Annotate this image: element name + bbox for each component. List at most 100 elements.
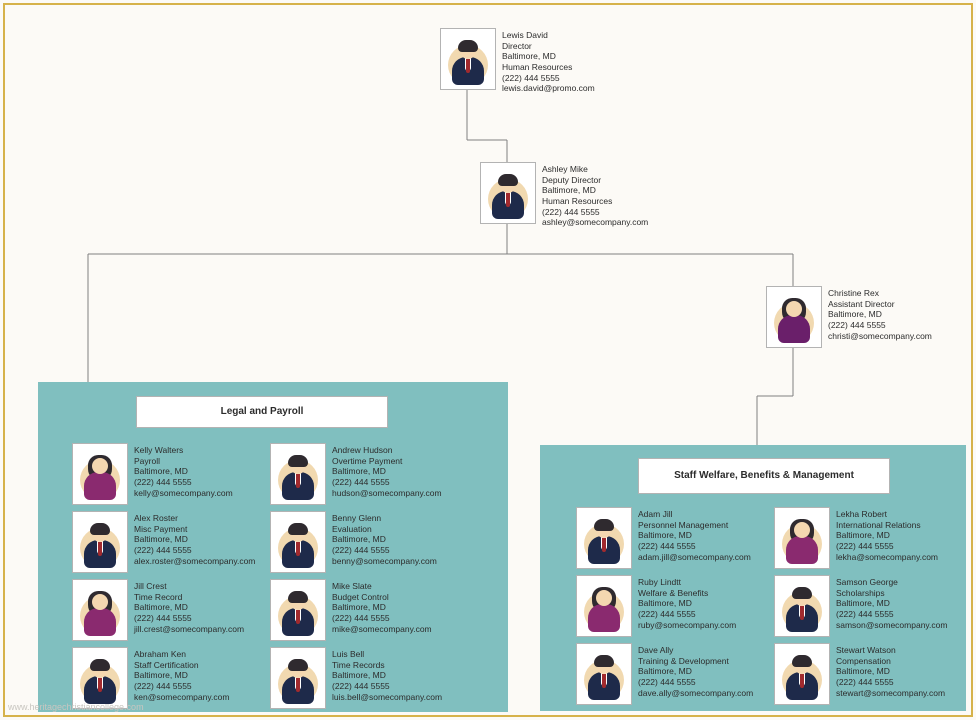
person-phone: (222) 444 5555 [134, 545, 255, 556]
avatar-box [72, 579, 128, 641]
person-location: Baltimore, MD [134, 670, 229, 681]
person-phone: (222) 444 5555 [638, 677, 753, 688]
person-info: Lewis DavidDirectorBaltimore, MDHuman Re… [502, 28, 595, 94]
person-name: Samson George [836, 577, 947, 588]
avatar-male-icon [275, 448, 321, 500]
person-email: ruby@somecompany.com [638, 620, 736, 631]
avatar-box [576, 507, 632, 569]
avatar-male-icon [77, 516, 123, 568]
person-card-sw5: Dave AllyTraining & DevelopmentBaltimore… [576, 643, 753, 705]
person-email: stewart@somecompany.com [836, 688, 945, 699]
avatar-male-icon [275, 516, 321, 568]
person-card-lp7: Abraham KenStaff CertificationBaltimore,… [72, 647, 229, 709]
person-email: luis.bell@somecompany.com [332, 692, 442, 703]
person-phone: (222) 444 5555 [836, 609, 947, 620]
avatar-box [270, 511, 326, 573]
person-card-lp5: Jill CrestTime RecordBaltimore, MD(222) … [72, 579, 244, 641]
person-title: Time Record [134, 592, 244, 603]
person-card-sw1: Adam JillPersonnel ManagementBaltimore, … [576, 507, 751, 569]
person-title: Staff Certification [134, 660, 229, 671]
person-location: Baltimore, MD [502, 51, 595, 62]
avatar-male-icon [779, 648, 825, 700]
person-info: Samson GeorgeScholarshipsBaltimore, MD(2… [836, 575, 947, 630]
person-email: hudson@somecompany.com [332, 488, 442, 499]
person-info: Kelly WaltersPayrollBaltimore, MD(222) 4… [134, 443, 233, 498]
person-info: Luis BellTime RecordsBaltimore, MD(222) … [332, 647, 442, 702]
avatar-female-icon [779, 512, 825, 564]
avatar-male-icon [445, 33, 491, 85]
person-info: Lekha RobertInternational RelationsBalti… [836, 507, 938, 562]
person-info: Stewart WatsonCompensationBaltimore, MD(… [836, 643, 945, 698]
person-info: Mike SlateBudget ControlBaltimore, MD(22… [332, 579, 432, 634]
person-card-lp4: Benny GlennEvaluationBaltimore, MD(222) … [270, 511, 437, 573]
person-info: Adam JillPersonnel ManagementBaltimore, … [638, 507, 751, 562]
person-name: Kelly Walters [134, 445, 233, 456]
person-phone: (222) 444 5555 [638, 609, 736, 620]
person-name: Stewart Watson [836, 645, 945, 656]
person-phone: (222) 444 5555 [828, 320, 932, 331]
person-card-lp3: Alex RosterMisc PaymentBaltimore, MD(222… [72, 511, 255, 573]
avatar-male-icon [779, 580, 825, 632]
person-name: Luis Bell [332, 649, 442, 660]
person-card-sw4: Samson GeorgeScholarshipsBaltimore, MD(2… [774, 575, 947, 637]
person-info: Ashley MikeDeputy DirectorBaltimore, MDH… [542, 162, 648, 228]
person-name: Abraham Ken [134, 649, 229, 660]
person-name: Lekha Robert [836, 509, 938, 520]
person-info: Abraham KenStaff CertificationBaltimore,… [134, 647, 229, 702]
avatar-female-icon [581, 580, 627, 632]
person-title: Payroll [134, 456, 233, 467]
person-card-sw3: Ruby LindttWelfare & BenefitsBaltimore, … [576, 575, 736, 637]
person-location: Baltimore, MD [828, 309, 932, 320]
person-email: benny@somecompany.com [332, 556, 437, 567]
person-location: Baltimore, MD [134, 466, 233, 477]
avatar-box [576, 575, 632, 637]
watermark-text: www.heritagechristiancollege.com [8, 702, 144, 712]
person-title: Scholarships [836, 588, 947, 599]
person-name: Mike Slate [332, 581, 432, 592]
person-department: Human Resources [502, 62, 595, 73]
person-card-sw2: Lekha RobertInternational RelationsBalti… [774, 507, 938, 569]
person-info: Ruby LindttWelfare & BenefitsBaltimore, … [638, 575, 736, 630]
person-card-sw6: Stewart WatsonCompensationBaltimore, MD(… [774, 643, 945, 705]
person-title: Director [502, 41, 595, 52]
person-phone: (222) 444 5555 [332, 681, 442, 692]
avatar-box [270, 443, 326, 505]
person-info: Dave AllyTraining & DevelopmentBaltimore… [638, 643, 753, 698]
person-name: Lewis David [502, 30, 595, 41]
person-info: Benny GlennEvaluationBaltimore, MD(222) … [332, 511, 437, 566]
person-phone: (222) 444 5555 [332, 545, 437, 556]
person-title: Compensation [836, 656, 945, 667]
avatar-box [72, 443, 128, 505]
person-card-assistant: Christine RexAssistant DirectorBaltimore… [766, 286, 932, 348]
group-title-staff_welfare: Staff Welfare, Benefits & Management [638, 458, 890, 494]
avatar-male-icon [275, 652, 321, 704]
avatar-box [774, 507, 830, 569]
avatar-box [576, 643, 632, 705]
person-location: Baltimore, MD [542, 185, 648, 196]
person-name: Alex Roster [134, 513, 255, 524]
person-name: Adam Jill [638, 509, 751, 520]
person-email: kelly@somecompany.com [134, 488, 233, 499]
person-title: Overtime Payment [332, 456, 442, 467]
person-name: Ruby Lindtt [638, 577, 736, 588]
person-info: Jill CrestTime RecordBaltimore, MD(222) … [134, 579, 244, 634]
person-title: International Relations [836, 520, 938, 531]
person-email: jill.crest@somecompany.com [134, 624, 244, 635]
person-location: Baltimore, MD [638, 530, 751, 541]
person-email: samson@somecompany.com [836, 620, 947, 631]
person-phone: (222) 444 5555 [836, 541, 938, 552]
person-title: Assistant Director [828, 299, 932, 310]
person-phone: (222) 444 5555 [332, 613, 432, 624]
avatar-box [766, 286, 822, 348]
person-location: Baltimore, MD [836, 666, 945, 677]
person-location: Baltimore, MD [332, 534, 437, 545]
person-card-deputy: Ashley MikeDeputy DirectorBaltimore, MDH… [480, 162, 648, 228]
person-info: Alex RosterMisc PaymentBaltimore, MD(222… [134, 511, 255, 566]
avatar-female-icon [77, 584, 123, 636]
avatar-box [774, 575, 830, 637]
person-phone: (222) 444 5555 [542, 207, 648, 218]
person-phone: (222) 444 5555 [502, 73, 595, 84]
person-card-lp8: Luis BellTime RecordsBaltimore, MD(222) … [270, 647, 442, 709]
person-phone: (222) 444 5555 [134, 613, 244, 624]
person-location: Baltimore, MD [638, 598, 736, 609]
